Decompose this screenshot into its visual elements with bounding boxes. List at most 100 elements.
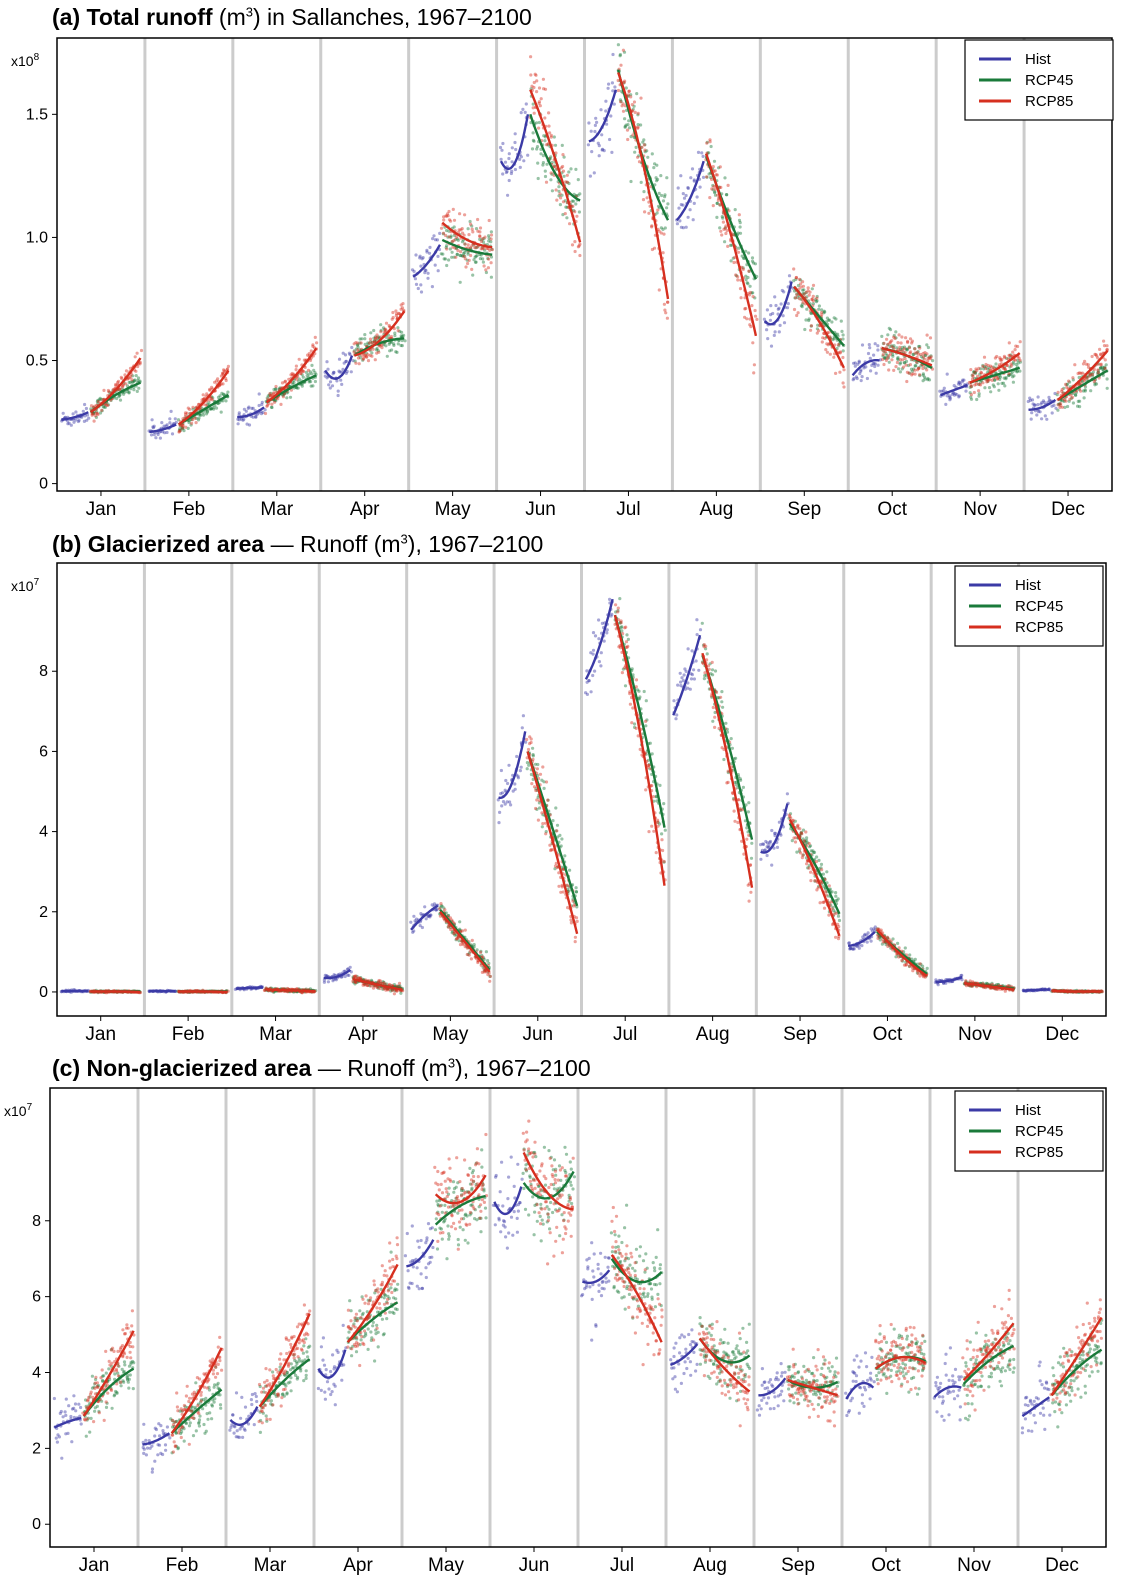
data-point-rcp45-apr: [399, 343, 403, 348]
data-point-rcp85-mar: [269, 394, 273, 398]
data-point-rcp45-jun: [542, 134, 546, 138]
data-point-rcp45-may: [449, 235, 453, 239]
data-point-rcp45-apr: [372, 339, 376, 343]
data-point-rcp85-feb: [222, 369, 226, 373]
data-point-rcp85-may: [467, 258, 471, 262]
data-point-rcp85-dec: [1070, 395, 1075, 399]
data-point-hist-jul: [597, 637, 601, 641]
data-point-hist-may: [419, 283, 423, 287]
data-point-rcp45-jan: [95, 400, 99, 404]
data-point-rcp45-apr: [352, 349, 356, 353]
x-tick-label-aug: Aug: [696, 1024, 730, 1045]
data-point-rcp85-jun: [546, 798, 550, 802]
data-point-rcp45-aug: [718, 203, 722, 207]
data-point-rcp85-jul: [626, 93, 631, 97]
data-point-rcp85-apr: [392, 327, 396, 331]
data-point-rcp85-dec: [1096, 368, 1100, 372]
data-point-rcp45-mar: [285, 396, 289, 400]
data-point-rcp85-sep: [834, 371, 838, 375]
data-point-rcp85-nov: [1000, 357, 1004, 361]
data-point-hist-aug: [692, 201, 696, 205]
data-point-hist-jan: [72, 420, 76, 424]
data-point-rcp45-apr: [400, 330, 404, 334]
data-point-rcp45-jun: [532, 139, 536, 143]
data-point-hist-apr: [337, 369, 341, 373]
data-point-hist-jun: [497, 821, 501, 825]
data-point-rcp45-aug: [744, 278, 748, 282]
trend-line-rcp85-may: [441, 221, 493, 249]
data-point-rcp45-feb: [220, 391, 224, 395]
data-point-hist-may: [423, 905, 427, 909]
trend-line-hist-jan: [61, 411, 89, 421]
data-point-rcp45-feb: [182, 429, 186, 433]
data-point-hist-may: [424, 268, 428, 273]
data-point-hist-oct: [858, 372, 862, 376]
data-point-rcp85-jun: [541, 822, 545, 826]
data-point-rcp45-dec: [1083, 389, 1087, 393]
trend-line-rcp85-mar: [265, 347, 318, 404]
data-point-hist-jul: [610, 612, 614, 616]
data-point-rcp45-jun: [536, 762, 540, 767]
data-point-rcp45-sep: [834, 894, 838, 898]
data-point-rcp85-jun: [530, 782, 534, 786]
data-point-rcp85-sep: [838, 370, 842, 374]
data-point-rcp85-sep: [807, 293, 811, 297]
data-point-rcp45-jan: [103, 405, 107, 409]
data-point-rcp85-may: [447, 235, 451, 239]
data-point-rcp45-jul: [639, 123, 643, 127]
data-point-rcp85-apr: [383, 327, 387, 331]
data-point-rcp85-feb: [185, 411, 189, 415]
data-point-hist-dec: [1038, 410, 1042, 414]
data-point-rcp85-sep: [823, 336, 827, 340]
data-point-hist-apr: [341, 367, 345, 371]
data-point-rcp45-jul: [645, 149, 649, 153]
data-point-rcp45-jun: [574, 167, 578, 171]
data-point-hist-feb: [162, 424, 166, 428]
data-point-rcp45-mar: [274, 387, 278, 391]
data-point-rcp45-aug: [745, 281, 749, 285]
data-point-rcp45-may: [441, 252, 445, 256]
data-point-hist-mar: [246, 406, 250, 410]
data-point-rcp45-aug: [712, 159, 717, 163]
data-point-rcp85-jul: [643, 210, 647, 214]
data-point-rcp45-sep: [821, 872, 826, 876]
data-point-hist-jul: [588, 174, 593, 178]
data-point-rcp45-may: [452, 233, 457, 238]
data-point-rcp85-apr: [375, 333, 379, 337]
data-point-rcp45-jul: [623, 684, 628, 688]
data-point-rcp85-jul: [634, 678, 639, 682]
data-point-hist-jul: [608, 597, 612, 602]
data-point-hist-jun: [518, 165, 522, 169]
data-point-hist-jul: [602, 639, 606, 643]
data-point-rcp85-aug: [724, 231, 728, 236]
data-point-rcp85-apr: [391, 315, 395, 320]
data-point-hist-jan: [71, 412, 75, 416]
data-point-rcp85-oct: [888, 352, 893, 356]
data-point-hist-feb: [150, 418, 154, 422]
data-point-rcp85-apr: [377, 350, 381, 354]
data-point-rcp45-feb: [209, 407, 213, 411]
data-point-hist-may: [419, 264, 423, 268]
data-point-hist-nov: [942, 386, 946, 390]
x-tick-label-jul: Jul: [613, 1024, 637, 1045]
data-point-rcp85-aug: [733, 819, 737, 823]
data-point-rcp45-may: [463, 242, 467, 246]
data-point-rcp45-may: [456, 238, 460, 242]
data-point-rcp45-aug: [705, 140, 709, 144]
data-point-rcp85-sep: [796, 311, 800, 315]
data-point-rcp45-may: [482, 237, 486, 241]
data-point-rcp85-feb: [193, 416, 197, 420]
data-point-rcp45-may: [445, 263, 449, 268]
data-point-rcp45-aug: [750, 256, 755, 260]
data-point-rcp85-may: [467, 953, 471, 957]
data-point-hist-aug: [681, 203, 685, 207]
data-point-rcp45-jul: [658, 783, 662, 788]
data-point-hist-feb: [152, 433, 156, 437]
data-point-hist-may: [427, 251, 432, 255]
data-point-hist-mar: [236, 422, 240, 426]
data-point-rcp85-sep: [828, 352, 832, 356]
data-point-rcp85-feb: [221, 371, 225, 375]
data-point-rcp45-may: [466, 252, 470, 256]
data-point-hist-dec: [1041, 399, 1045, 403]
data-point-rcp85-mar: [301, 369, 305, 373]
